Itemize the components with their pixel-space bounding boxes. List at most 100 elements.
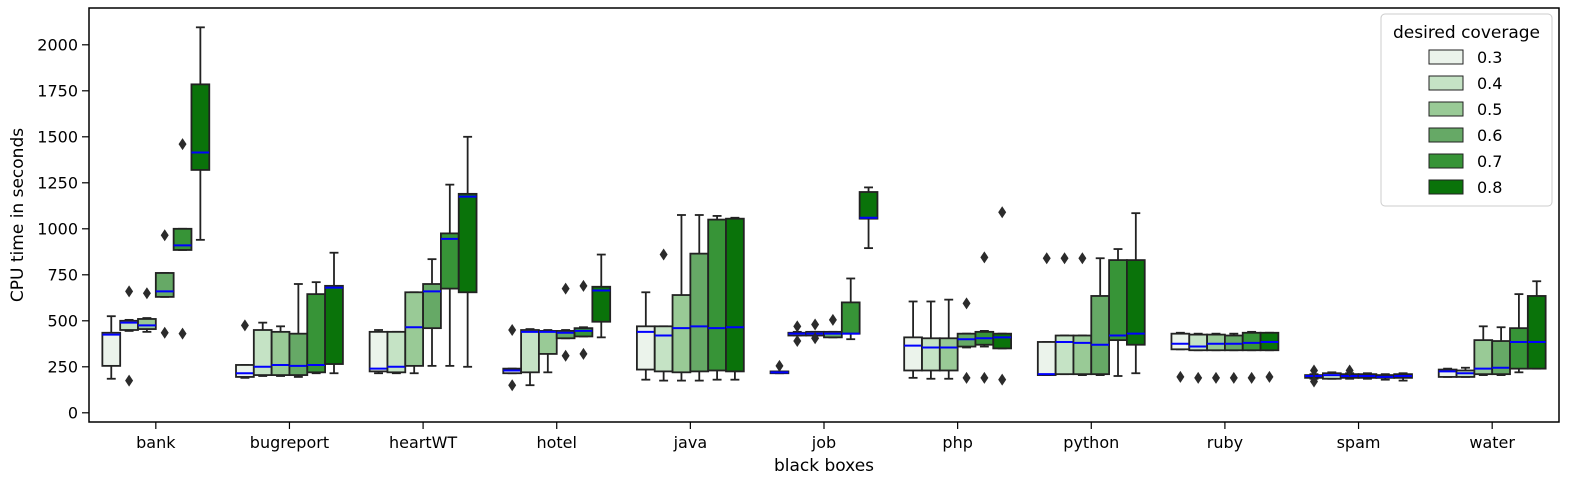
outlier-point: [811, 318, 820, 331]
box-ruby-0.5: [1206, 333, 1226, 352]
x-tick-label: bank: [136, 433, 176, 452]
outlier-point: [1229, 371, 1238, 384]
box-water-0.6: [1491, 340, 1511, 376]
box-bank-0.7: [172, 227, 193, 251]
outlier-point: [1265, 370, 1274, 383]
box-java-0.5: [671, 294, 692, 374]
outlier-point: [561, 282, 570, 295]
box-heartWT-0.7: [440, 232, 460, 290]
y-tick-label: 0: [68, 403, 78, 422]
box-java-0.7: [707, 218, 727, 372]
outlier-point: [1060, 252, 1069, 265]
outlier-point: [1078, 252, 1087, 265]
box-bank-0.5: [137, 318, 157, 330]
x-tick-label: ruby: [1207, 433, 1243, 452]
y-tick-label: 750: [47, 265, 78, 284]
x-tick-label: java: [673, 433, 708, 452]
box-php-0.5: [938, 337, 959, 372]
legend-label: 0.4: [1477, 74, 1502, 93]
box-hotel-0.7: [573, 327, 594, 338]
box-bugreport-0.3: [235, 364, 255, 378]
outlier-point: [1310, 375, 1318, 388]
legend-label: 0.8: [1477, 178, 1502, 197]
box-python-0.6: [1090, 295, 1110, 376]
y-tick-label: 1000: [37, 219, 78, 238]
box-hotel-0.8: [591, 285, 612, 323]
outlier-point: [178, 327, 187, 340]
legend-swatch: [1428, 153, 1464, 169]
axes-layer: 0 250 500 750 1000 1250 1500 1750 2000 bank bugrep…: [37, 7, 1560, 452]
x-axis-label: black boxes: [774, 456, 874, 476]
outlier-point: [962, 371, 971, 384]
x-tick-label: water: [1469, 433, 1515, 452]
box-water-0.7: [1509, 327, 1529, 370]
y-tick-label: 1500: [37, 127, 78, 146]
box-bugreport-0.5: [270, 330, 291, 376]
box-hotel-0.5: [538, 330, 558, 355]
box-python-0.7: [1108, 259, 1128, 342]
legend-swatch: [1428, 75, 1464, 91]
box-hotel-0.4: [520, 329, 540, 374]
box-heartWT-0.6: [422, 283, 442, 330]
outlier-point: [160, 326, 169, 339]
legend-label: 0.5: [1477, 100, 1502, 119]
x-tick-label: python: [1063, 433, 1119, 452]
outlier-point: [998, 206, 1007, 219]
legend-frame: [1380, 13, 1553, 207]
x-tick-label: hotel: [536, 433, 577, 452]
outlier-point: [178, 138, 187, 151]
outlier-point: [980, 251, 989, 264]
box-bank-0.3: [101, 331, 122, 367]
y-tick-label: 500: [47, 311, 78, 330]
x-tick-label: spam: [1337, 433, 1381, 452]
box-java-0.8: [725, 217, 745, 373]
x-tick-label: job: [811, 433, 836, 452]
boxes-layer: [101, 26, 1547, 392]
box-heartWT-0.5: [404, 291, 424, 367]
outlier-point: [1042, 252, 1051, 265]
y-axis-label: CPU time in seconds: [8, 128, 28, 302]
outlier-point: [125, 374, 134, 387]
box-ruby-0.4: [1188, 333, 1208, 352]
outlier-point: [1310, 364, 1318, 377]
outlier-point: [1212, 371, 1220, 384]
box-java-0.4: [653, 325, 674, 373]
legend-label: 0.3: [1477, 48, 1502, 67]
y-tick-label: 250: [47, 357, 78, 376]
box-bugreport-0.6: [288, 332, 309, 376]
box-heartWT-0.8: [457, 192, 478, 294]
legend-swatch: [1428, 101, 1464, 117]
x-tick-label: heartWT: [389, 433, 457, 452]
outlier-point: [962, 297, 971, 310]
outlier-point: [160, 229, 169, 242]
y-tick-label: 1750: [37, 81, 78, 100]
box-heartWT-0.3: [368, 330, 389, 373]
box-bugreport-0.4: [252, 329, 273, 376]
outlier-point: [579, 347, 588, 360]
legend-title: desired coverage: [1393, 23, 1540, 43]
outlier-point: [142, 287, 151, 300]
box-bank-0.8: [190, 83, 211, 171]
outlier-point: [793, 320, 802, 333]
outlier-point: [1247, 371, 1256, 384]
x-tick-label: bugreport: [250, 433, 329, 452]
outlier-point: [980, 371, 989, 384]
outlier-point: [793, 335, 802, 348]
outlier-point: [579, 279, 588, 292]
legend-swatch: [1428, 127, 1464, 143]
box-python-0.5: [1072, 334, 1093, 376]
box-ruby-0.7: [1241, 331, 1262, 352]
box-php-0.3: [903, 336, 923, 372]
legend-label: 0.6: [1477, 126, 1502, 145]
box-python-0.3: [1036, 341, 1057, 376]
y-tick-label: 2000: [37, 35, 78, 54]
outlier-point: [125, 285, 134, 298]
outlier-point: [508, 379, 517, 392]
outlier-point: [1345, 364, 1354, 377]
x-tick-label: php: [942, 433, 972, 452]
box-ruby-0.3: [1170, 332, 1191, 351]
outlier-point: [1176, 370, 1185, 383]
box-php-0.4: [921, 337, 941, 372]
